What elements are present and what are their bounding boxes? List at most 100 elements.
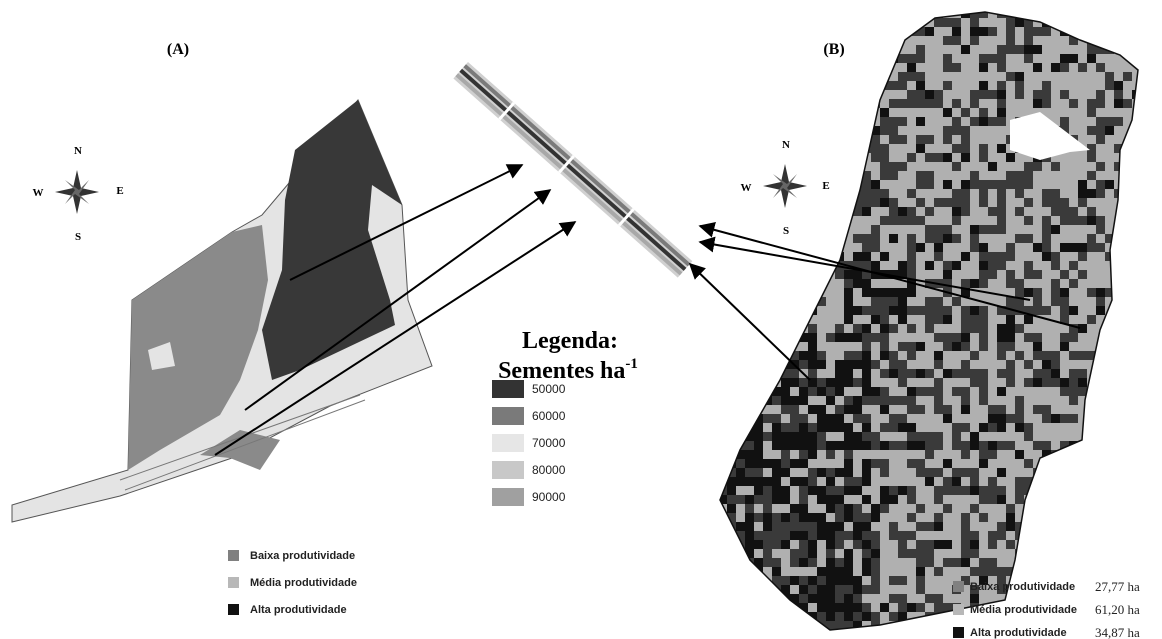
pixel — [790, 135, 799, 144]
pixel — [862, 108, 871, 117]
pixel — [1006, 513, 1015, 522]
pixel — [808, 441, 817, 450]
pixel — [979, 576, 988, 585]
pixel — [727, 486, 736, 495]
pixel — [871, 549, 880, 558]
pixel — [1096, 18, 1105, 27]
pixel — [1150, 72, 1159, 81]
pixel — [943, 162, 952, 171]
pixel — [880, 198, 889, 207]
pixel — [1042, 36, 1051, 45]
pixel — [952, 279, 961, 288]
pixel — [763, 207, 772, 216]
pixel — [889, 558, 898, 567]
pixel — [1033, 540, 1042, 549]
pixel — [781, 549, 790, 558]
pixel — [916, 126, 925, 135]
pixel — [871, 81, 880, 90]
pixel — [952, 261, 961, 270]
pixel — [754, 225, 763, 234]
pixel — [1015, 423, 1024, 432]
pixel — [1042, 180, 1051, 189]
pixel — [817, 72, 826, 81]
pixel — [1006, 459, 1015, 468]
pixel — [826, 441, 835, 450]
pixel — [1069, 522, 1078, 531]
pixel — [781, 333, 790, 342]
pixel — [907, 135, 916, 144]
pixel — [745, 621, 754, 630]
pixel — [1024, 108, 1033, 117]
pixel — [1114, 72, 1123, 81]
pixel — [727, 333, 736, 342]
pixel — [1087, 0, 1096, 9]
pixel — [1150, 153, 1159, 162]
pixel — [808, 36, 817, 45]
pixel — [907, 0, 916, 9]
pixel — [1033, 495, 1042, 504]
pixel — [988, 171, 997, 180]
pixel — [835, 90, 844, 99]
pixel — [826, 576, 835, 585]
pixel — [700, 54, 709, 63]
pixel — [1096, 54, 1105, 63]
pixel — [1141, 423, 1150, 432]
pixel — [961, 54, 970, 63]
pixel — [1069, 90, 1078, 99]
pixel — [835, 216, 844, 225]
pixel — [1015, 450, 1024, 459]
pixel — [772, 423, 781, 432]
pixel — [916, 252, 925, 261]
pixel — [835, 288, 844, 297]
pixel — [889, 153, 898, 162]
pixel — [817, 495, 826, 504]
legend-swatch — [228, 604, 239, 615]
pixel — [826, 324, 835, 333]
pixel — [754, 108, 763, 117]
pixel — [745, 405, 754, 414]
pixel — [745, 99, 754, 108]
pixel — [952, 108, 961, 117]
pixel — [781, 108, 790, 117]
pixel — [898, 567, 907, 576]
pixel — [898, 585, 907, 594]
pixel — [862, 486, 871, 495]
pixel — [1114, 540, 1123, 549]
pixel — [745, 198, 754, 207]
pixel — [925, 108, 934, 117]
pixel — [889, 234, 898, 243]
pixel — [709, 324, 718, 333]
pixel — [943, 252, 952, 261]
pixel — [700, 477, 709, 486]
pixel — [997, 360, 1006, 369]
pixel — [1132, 522, 1138, 531]
pixel — [799, 342, 808, 351]
pixel — [772, 477, 781, 486]
pixel — [1141, 468, 1150, 477]
pixel — [853, 279, 862, 288]
pixel — [1132, 63, 1138, 72]
pixel — [826, 630, 835, 639]
pixel — [1114, 351, 1123, 360]
pixel — [907, 315, 916, 324]
pixel — [925, 423, 934, 432]
pixel — [1087, 342, 1096, 351]
pixel — [871, 180, 880, 189]
pixel — [835, 144, 844, 153]
pixel — [916, 423, 925, 432]
pixel — [988, 216, 997, 225]
pixel — [1141, 567, 1150, 576]
pixel — [1051, 468, 1060, 477]
pixel — [1033, 180, 1042, 189]
pixel — [1141, 135, 1150, 144]
pixel — [799, 108, 808, 117]
pixel — [1078, 513, 1087, 522]
pixel — [1078, 540, 1087, 549]
pixel — [898, 522, 907, 531]
pixel — [844, 468, 853, 477]
legend-value: 60000 — [532, 409, 566, 423]
pixel — [808, 603, 817, 612]
pixel — [781, 414, 790, 423]
pixel — [736, 450, 745, 459]
pixel — [943, 324, 952, 333]
